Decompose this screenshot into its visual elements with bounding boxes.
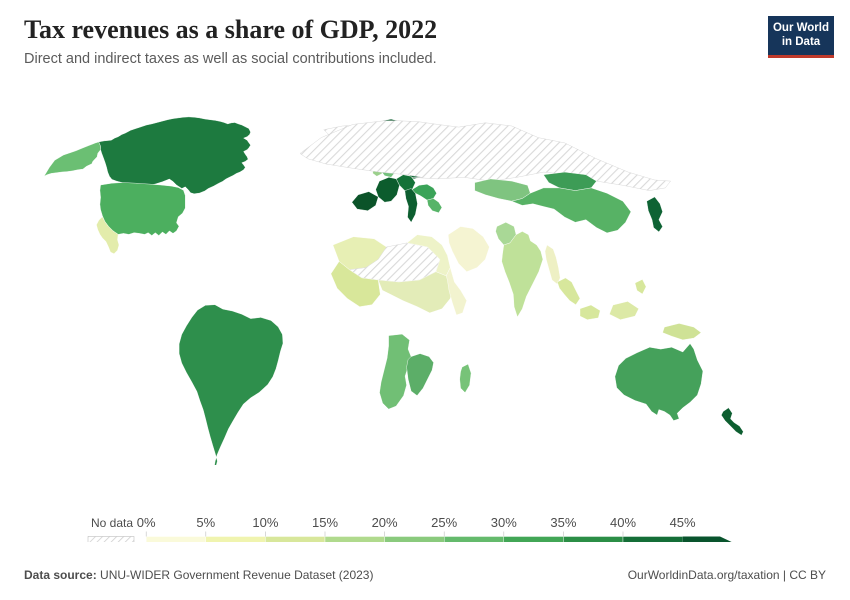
svg-text:10%: 10% — [252, 515, 278, 530]
svg-text:45%: 45% — [670, 515, 696, 530]
svg-text:30%: 30% — [491, 515, 517, 530]
svg-text:5%: 5% — [196, 515, 215, 530]
svg-text:25%: 25% — [431, 515, 457, 530]
svg-text:35%: 35% — [550, 515, 576, 530]
svg-text:No data: No data — [91, 516, 133, 530]
svg-text:40%: 40% — [610, 515, 636, 530]
svg-text:20%: 20% — [372, 515, 398, 530]
svg-text:0%: 0% — [137, 515, 156, 530]
svg-text:15%: 15% — [312, 515, 338, 530]
